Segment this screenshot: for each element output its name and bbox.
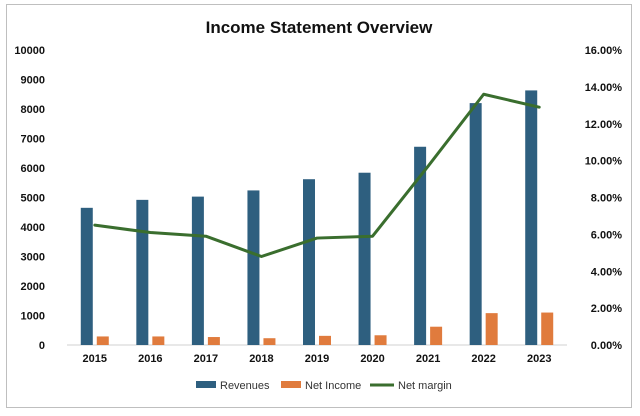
bar-revenues xyxy=(303,179,315,345)
legend-label: Revenues xyxy=(220,380,270,392)
bar-revenues xyxy=(469,103,482,345)
left-tick-label: 1000 xyxy=(21,311,45,323)
right-tick-label: 8.00% xyxy=(591,193,622,205)
right-axis-ticks: 0.00% 2.00% 4.00% 6.00% 8.00% 10.00% 12.00% 14.… xyxy=(585,45,623,352)
left-tick-label: 2000 xyxy=(21,281,45,293)
right-tick-label: 6.00% xyxy=(591,229,622,241)
left-axis-ticks: 0 1000 2000 3000 4000 5000 6000 7000 8000 9000 100… xyxy=(14,45,45,352)
legend-label: Net Income xyxy=(305,380,361,392)
line-marks xyxy=(93,92,541,258)
bar-net-income xyxy=(319,335,331,345)
left-tick-label: 5000 xyxy=(21,193,45,205)
bar-marks xyxy=(80,90,554,345)
right-tick-label: 4.00% xyxy=(591,266,622,278)
legend: Revenues Net Income Net margin xyxy=(196,380,452,392)
x-tick-label: 2020 xyxy=(360,353,384,365)
x-tick-label: 2017 xyxy=(194,353,218,365)
bar-net-income xyxy=(96,336,109,345)
left-tick-label: 0 xyxy=(39,340,45,352)
x-axis-ticks: 2015 2016 2017 2018 2019 2020 2021 2022 2023 xyxy=(83,353,552,365)
left-tick-label: 7000 xyxy=(21,134,45,146)
left-tick-label: 4000 xyxy=(21,222,45,234)
bar-net-income xyxy=(430,326,443,345)
left-tick-label: 8000 xyxy=(21,104,45,116)
right-tick-label: 10.00% xyxy=(585,156,623,168)
bar-revenues xyxy=(80,207,93,345)
legend-label: Net margin xyxy=(398,380,452,392)
right-tick-label: 2.00% xyxy=(591,303,622,315)
bar-net-income xyxy=(485,313,498,345)
line-net-margin xyxy=(93,92,541,258)
left-tick-label: 6000 xyxy=(21,163,45,175)
x-tick-label: 2018 xyxy=(249,353,273,365)
left-tick-label: 9000 xyxy=(21,75,45,87)
x-tick-label: 2022 xyxy=(471,353,495,365)
bar-net-income xyxy=(152,336,165,345)
bar-revenues xyxy=(525,90,538,345)
right-tick-label: 0.00% xyxy=(591,340,622,352)
bar-revenues xyxy=(191,196,204,345)
right-tick-label: 16.00% xyxy=(585,45,623,57)
left-tick-label: 3000 xyxy=(21,252,45,264)
x-tick-label: 2021 xyxy=(416,353,440,365)
bar-revenues xyxy=(414,146,427,345)
legend-swatch xyxy=(281,381,301,388)
bar-net-income xyxy=(374,335,387,345)
x-tick-label: 2016 xyxy=(138,353,162,365)
left-tick-label: 10000 xyxy=(14,45,45,57)
right-tick-label: 12.00% xyxy=(585,119,623,131)
bar-revenues xyxy=(136,199,149,345)
bar-net-income xyxy=(541,312,554,345)
x-tick-label: 2023 xyxy=(527,353,551,365)
x-tick-label: 2019 xyxy=(305,353,329,365)
bar-net-income xyxy=(207,337,220,345)
x-tick-label: 2015 xyxy=(83,353,107,365)
bar-revenues xyxy=(247,190,260,345)
right-tick-label: 14.00% xyxy=(585,82,623,94)
chart-title: Income Statement Overview xyxy=(206,18,434,37)
bar-revenues xyxy=(358,172,371,345)
bar-net-income xyxy=(263,338,276,345)
legend-swatch xyxy=(196,381,216,388)
